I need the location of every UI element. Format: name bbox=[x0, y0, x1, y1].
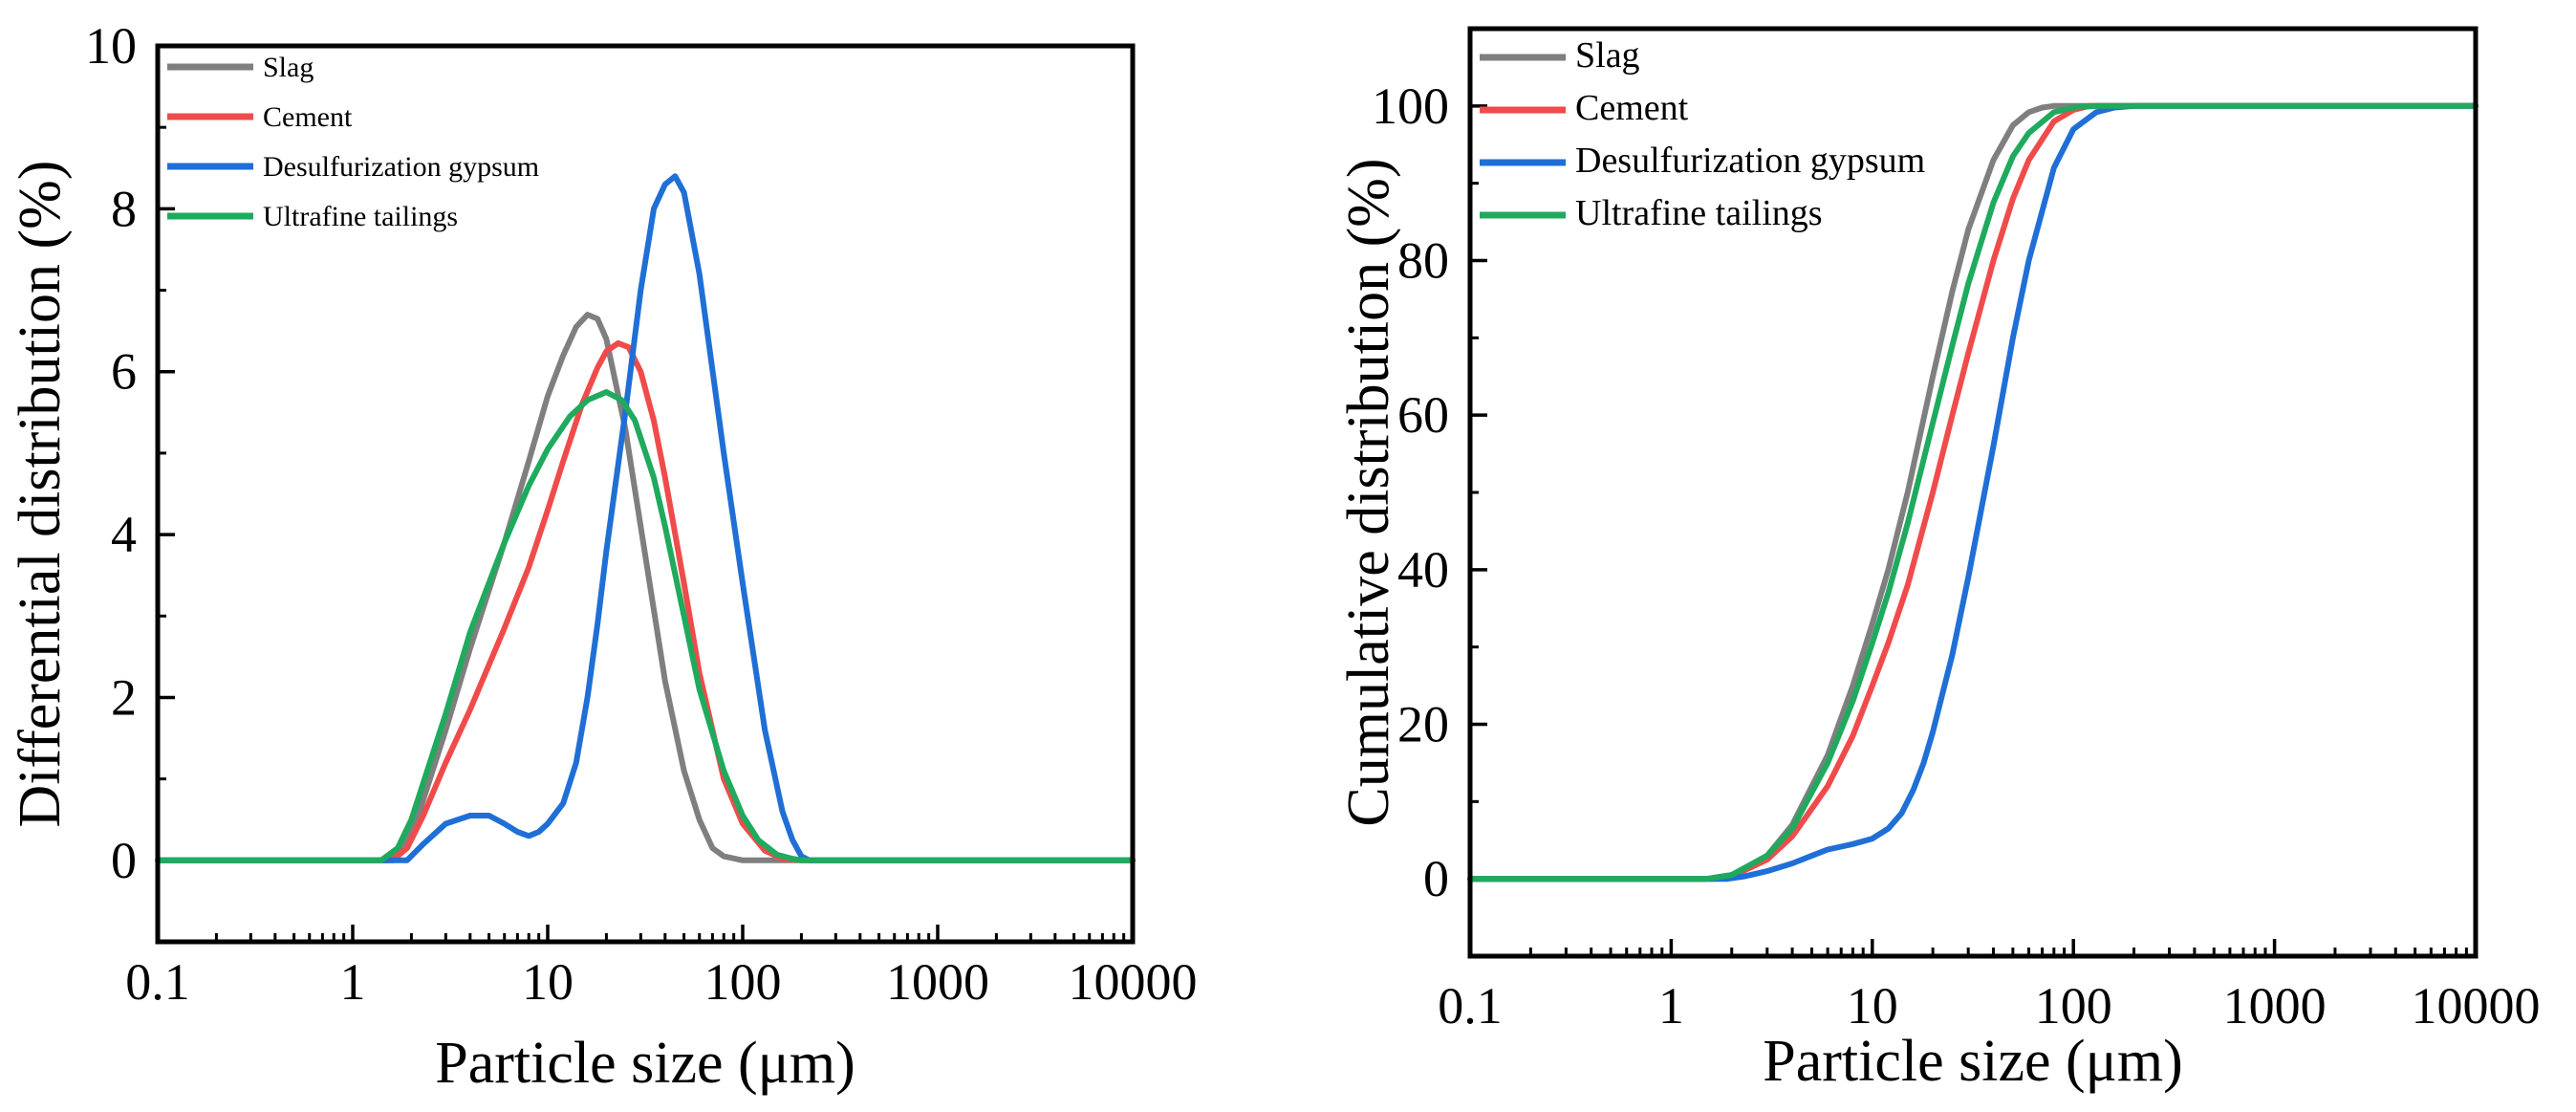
y-tick-label: 0 bbox=[111, 832, 137, 889]
y-tick-label: 8 bbox=[111, 180, 137, 237]
series-line-desulfurization-gypsum bbox=[155, 173, 1136, 863]
y-tick-label: 10 bbox=[85, 17, 137, 75]
x-tick-label: 1 bbox=[1658, 977, 1684, 1035]
x-tick-label: 10 bbox=[522, 953, 574, 1011]
y-tick-label: 6 bbox=[111, 343, 137, 401]
y-tick-label: 2 bbox=[111, 668, 137, 726]
y-tick-label: 40 bbox=[1397, 541, 1449, 599]
x-tick-label: 0.1 bbox=[1438, 977, 1503, 1035]
x-tick-label: 1000 bbox=[2223, 977, 2327, 1035]
x-axis-label: Particle size (μm) bbox=[435, 1031, 855, 1096]
x-tick-label: 1000 bbox=[886, 953, 989, 1011]
series-line-cement bbox=[155, 339, 1136, 863]
legend-label: Cement bbox=[263, 101, 353, 133]
y-tick-label: 4 bbox=[111, 506, 137, 563]
plot-frame bbox=[155, 43, 1136, 945]
chart-cumulative-distribution: 0.1 1 10 100 1000 10000 0 20 40 60 80 100 Slag Cement… bbox=[1336, 26, 2541, 1094]
x-tick-label: 100 bbox=[704, 953, 782, 1011]
series-line-cement bbox=[1467, 102, 2479, 883]
y-axis-label: Differential distribution (%) bbox=[8, 161, 73, 828]
series-line-ultrafine-tailings bbox=[1467, 102, 2479, 883]
legend-label: Ultrafine tailings bbox=[263, 201, 458, 232]
x-tick-label: 0.1 bbox=[125, 953, 190, 1011]
legend-label: Cement bbox=[1575, 88, 1689, 128]
y-tick-label: 0 bbox=[1423, 850, 1449, 907]
x-tick-label: 10000 bbox=[2412, 977, 2541, 1035]
plot-frame bbox=[1467, 26, 2479, 959]
x-tick-label: 100 bbox=[2035, 977, 2112, 1035]
chart-differential-distribution: 0.1 1 10 100 1000 10000 0 2 4 6 8 10 Slag Cement Desul… bbox=[8, 17, 1198, 1096]
x-tick-label: 10000 bbox=[1069, 953, 1198, 1011]
y-tick-label: 60 bbox=[1397, 386, 1449, 444]
y-axis-label: Cumulative distribution (%) bbox=[1336, 158, 1401, 826]
y-tick-label: 80 bbox=[1397, 232, 1449, 290]
legend-label: Slag bbox=[263, 52, 314, 83]
x-tick-label: 10 bbox=[1847, 977, 1898, 1035]
series-line-ultrafine-tailings bbox=[155, 389, 1136, 863]
series-line-desulfurization-gypsum bbox=[1467, 102, 2479, 883]
x-tick-label: 1 bbox=[340, 953, 366, 1011]
legend-label: Ultrafine tailings bbox=[1575, 193, 1823, 233]
y-tick-label: 100 bbox=[1372, 77, 1449, 135]
series-line-slag bbox=[155, 312, 1136, 863]
x-axis-label: Particle size (μm) bbox=[1763, 1029, 2183, 1094]
legend-label: Slag bbox=[1575, 35, 1640, 76]
y-tick-label: 20 bbox=[1397, 696, 1449, 753]
legend-label: Desulfurization gypsum bbox=[263, 151, 539, 183]
legend-label: Desulfurization gypsum bbox=[1575, 141, 1925, 181]
